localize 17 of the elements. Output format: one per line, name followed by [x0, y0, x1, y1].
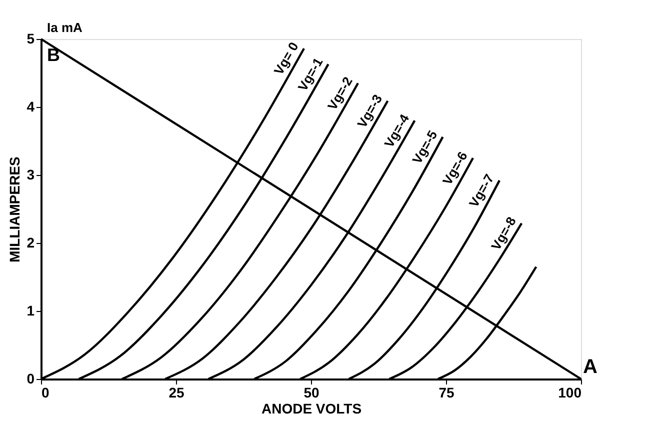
x-tick-label: 25 — [168, 384, 184, 400]
x-tick-label: 100 — [558, 384, 582, 400]
y-tick-label: 3 — [26, 166, 35, 182]
x-tick-label: 75 — [438, 384, 454, 400]
y-tick-label: 4 — [26, 98, 35, 114]
x-tick-label: 0 — [42, 384, 50, 400]
text: A — [583, 356, 598, 378]
y-tick-label: 1 — [26, 302, 35, 318]
annotation: B — [47, 45, 60, 65]
x-axis-title: ANODE VOLTS — [261, 400, 362, 416]
y-axis-title: MILLIAMPERES — [6, 156, 23, 262]
text: Ia mA — [47, 20, 84, 35]
x-tick-label: 50 — [304, 384, 320, 400]
y-tick-label: 2 — [26, 234, 35, 250]
y-tick-label: 0 — [26, 370, 35, 386]
text: Vg= 0 — [270, 40, 302, 78]
y-tick-label: 5 — [26, 30, 35, 46]
